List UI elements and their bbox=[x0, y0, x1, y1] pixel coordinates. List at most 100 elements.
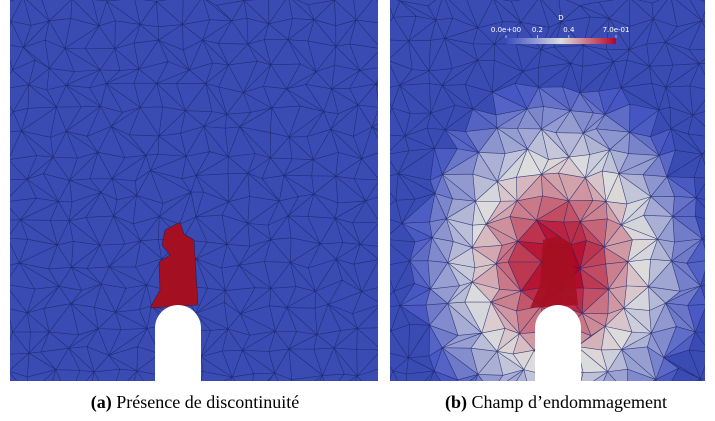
mesh-cell bbox=[570, 110, 594, 134]
mesh-cell bbox=[623, 286, 650, 311]
mesh-cell bbox=[442, 148, 479, 175]
mesh-cell bbox=[475, 181, 501, 202]
mesh-cell bbox=[541, 128, 570, 160]
crack-region bbox=[149, 221, 199, 309]
mesh-cell bbox=[477, 351, 503, 376]
mesh-cell bbox=[627, 369, 656, 381]
mesh-cell bbox=[596, 114, 630, 133]
mesh-cell bbox=[657, 239, 675, 261]
mesh-cell bbox=[570, 240, 587, 269]
mesh-cell bbox=[602, 149, 619, 174]
mesh-cell bbox=[605, 261, 628, 290]
mesh-cell bbox=[447, 247, 475, 268]
mesh-cell bbox=[492, 92, 528, 115]
mesh-cell bbox=[516, 306, 542, 334]
mesh-cell bbox=[427, 237, 448, 263]
mesh-cell bbox=[555, 110, 584, 134]
mesh-lines bbox=[390, 0, 705, 381]
mesh-cell bbox=[580, 240, 605, 269]
mesh-cell bbox=[649, 303, 666, 334]
mesh-cell bbox=[643, 215, 673, 240]
mesh-cell bbox=[687, 285, 705, 306]
mesh-lines bbox=[10, 0, 378, 381]
mesh-cell bbox=[568, 177, 593, 201]
mesh-cell bbox=[651, 326, 677, 358]
mesh-cell bbox=[400, 283, 431, 306]
mesh-cell bbox=[583, 128, 610, 150]
panel-b bbox=[390, 0, 705, 381]
mesh-cell bbox=[442, 347, 478, 380]
mesh-cell bbox=[434, 148, 458, 175]
colorbar-tick-label: 0.2 bbox=[532, 26, 543, 34]
mesh-cell bbox=[648, 260, 681, 292]
mesh-cell bbox=[509, 200, 537, 221]
mesh-cell bbox=[464, 282, 492, 303]
mesh-cell bbox=[604, 246, 628, 264]
mesh-cell bbox=[401, 221, 433, 238]
mesh-cell bbox=[686, 260, 705, 286]
mesh-cell bbox=[472, 263, 500, 290]
mesh-cell bbox=[429, 218, 447, 238]
mesh-cell bbox=[477, 374, 503, 381]
mesh-cell bbox=[472, 174, 498, 202]
mesh-cell bbox=[515, 83, 539, 109]
caption-a: (a) Présence de discontinuité bbox=[91, 392, 299, 413]
mesh-cell bbox=[563, 200, 581, 223]
mesh-cell bbox=[598, 87, 622, 115]
mesh-cell bbox=[607, 369, 628, 381]
mesh-cell bbox=[434, 174, 453, 199]
mesh-cell bbox=[583, 133, 610, 155]
mesh-cell bbox=[517, 241, 550, 262]
hole bbox=[155, 305, 201, 381]
mesh-cell bbox=[659, 128, 676, 156]
mesh-cell bbox=[464, 302, 492, 334]
mesh-cell bbox=[465, 127, 497, 153]
mesh-cell bbox=[446, 198, 476, 219]
mesh-cell bbox=[508, 241, 542, 263]
mesh-cell bbox=[558, 173, 586, 201]
mesh-cell bbox=[648, 286, 666, 311]
colorbar-gradient bbox=[506, 38, 616, 44]
mesh-cell bbox=[648, 286, 681, 304]
mesh-cell bbox=[429, 303, 459, 336]
mesh-cell bbox=[447, 241, 473, 263]
mesh-cell bbox=[570, 92, 594, 113]
mesh-cell bbox=[607, 349, 628, 372]
mesh-cell bbox=[672, 216, 703, 243]
mesh-cell bbox=[472, 245, 503, 264]
mesh-cell bbox=[558, 157, 586, 178]
mesh-cell bbox=[478, 152, 506, 182]
mesh-cell bbox=[472, 282, 500, 303]
mesh-cell bbox=[604, 104, 630, 133]
mesh-cell bbox=[629, 109, 659, 137]
mesh-cell bbox=[580, 371, 608, 381]
mesh-cell bbox=[604, 87, 630, 115]
mesh-cell bbox=[647, 346, 664, 380]
mesh-cell bbox=[478, 127, 506, 154]
mesh-cell bbox=[601, 349, 622, 372]
mesh-cell bbox=[607, 289, 624, 314]
mesh-cell bbox=[579, 91, 605, 115]
mesh-cell bbox=[657, 216, 675, 243]
mesh-cell bbox=[562, 86, 580, 111]
mesh-cell bbox=[472, 152, 498, 182]
mesh-cell bbox=[569, 133, 590, 158]
mesh-cell bbox=[516, 149, 542, 178]
mesh-cell bbox=[583, 112, 605, 134]
colorbar: D 0.0e+00 0.2 0.4 7.0e-01 bbox=[491, 14, 629, 44]
mesh-cell bbox=[517, 108, 542, 129]
mesh-cell bbox=[605, 201, 628, 225]
mesh-cell bbox=[486, 216, 518, 242]
mesh-cell bbox=[401, 223, 433, 242]
mesh-cell bbox=[609, 132, 630, 154]
mesh-cell bbox=[509, 216, 537, 242]
mesh-cell bbox=[541, 106, 571, 129]
mesh-cell bbox=[671, 260, 701, 292]
mesh-cell bbox=[663, 326, 696, 358]
mesh-cell bbox=[491, 291, 522, 312]
mesh-cell bbox=[582, 313, 608, 327]
mesh-cell bbox=[563, 221, 581, 245]
mesh-cell bbox=[425, 289, 448, 305]
